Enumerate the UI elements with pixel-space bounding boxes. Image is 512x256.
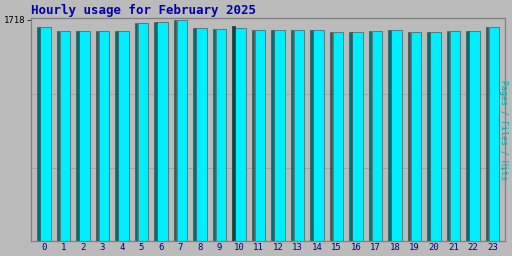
Bar [446,31,449,241]
Bar [313,30,324,241]
Bar [138,23,148,241]
Bar [466,31,468,241]
Y-axis label: Pages / Files / Hits: Pages / Files / Hits [499,80,508,180]
Bar [294,30,304,241]
Bar [450,31,460,241]
Bar [216,28,226,241]
Bar [158,22,167,241]
Bar [174,20,176,241]
Bar [255,30,265,241]
Bar [330,32,332,241]
Bar [40,27,51,241]
Bar [271,30,274,241]
Bar [489,27,499,241]
Bar [333,32,343,241]
Bar [427,32,430,241]
Bar [96,31,98,241]
Bar [60,31,70,241]
Bar [388,30,391,241]
Bar [57,31,59,241]
Bar [232,26,234,241]
Bar [470,31,480,241]
Bar [369,31,371,241]
Bar [177,20,187,241]
Bar [274,30,285,241]
Bar [76,31,79,241]
Bar [115,31,118,241]
Bar [349,32,352,241]
Bar [135,23,137,241]
Bar [118,31,129,241]
Bar [212,28,215,241]
Bar [486,27,488,241]
Bar [411,32,421,241]
Bar [197,28,207,241]
Bar [408,32,410,241]
Bar [232,26,234,241]
Bar [193,28,196,241]
Bar [37,27,40,241]
Bar [431,32,441,241]
Bar [392,30,401,241]
Bar [154,22,157,241]
Bar [352,32,362,241]
Bar [236,28,246,241]
Bar [372,31,382,241]
Bar [99,31,109,241]
Bar [310,30,313,241]
Bar [291,30,293,241]
Bar [252,30,254,241]
Text: Hourly usage for February 2025: Hourly usage for February 2025 [31,4,256,17]
Bar [79,31,90,241]
